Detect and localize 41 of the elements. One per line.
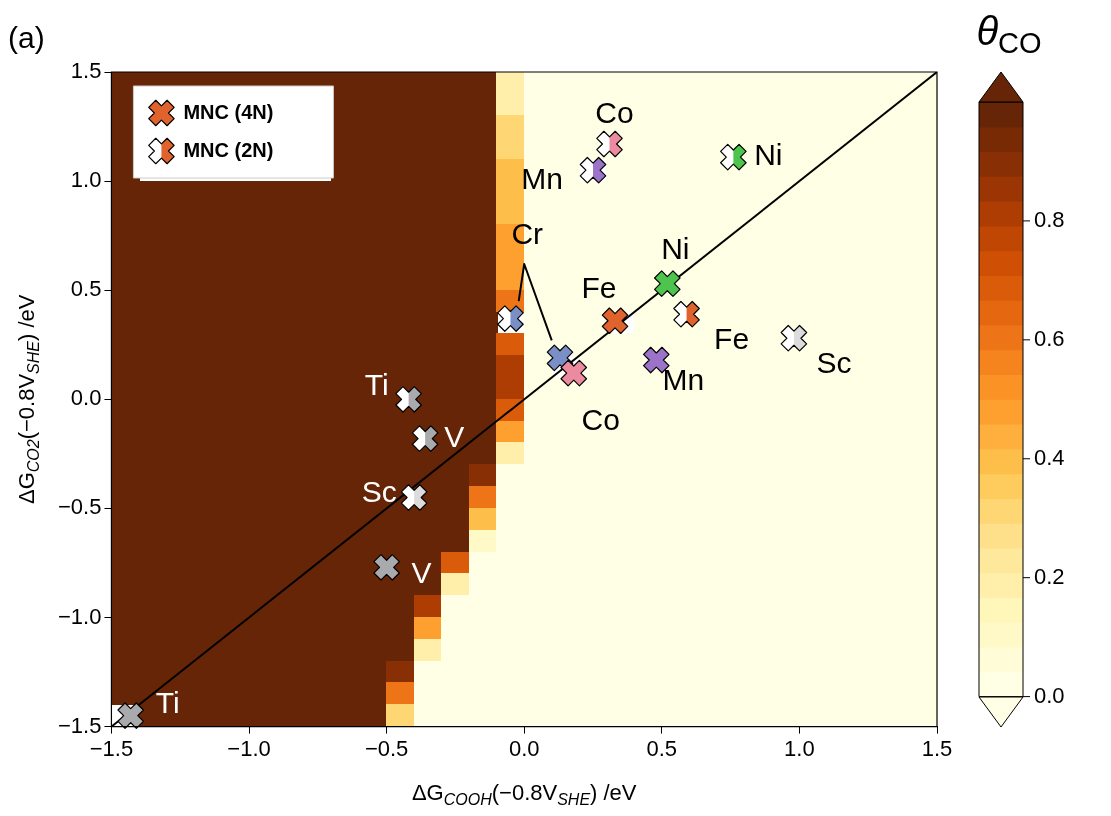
annotation: Mn	[662, 363, 705, 397]
color-bar-label: 0.4	[1034, 444, 1065, 470]
point	[601, 307, 629, 335]
annotation: Fe	[581, 271, 617, 305]
x-tick-label: 1.5	[921, 735, 953, 761]
color-bar-label: 0.8	[1034, 206, 1065, 232]
x-tick-label: −1.5	[89, 735, 134, 761]
annotation: Ni	[754, 138, 783, 172]
y-tick-label: −0.5	[57, 494, 102, 520]
annotation: Ti	[364, 367, 389, 401]
point	[560, 359, 588, 387]
point	[653, 270, 681, 297]
color-bar-label: 0.0	[1034, 682, 1065, 708]
annotation: Sc	[816, 346, 852, 380]
x-tick-label: 0.0	[508, 735, 540, 761]
x-tick-label: 1.0	[784, 735, 815, 761]
y-tick-label: 0.5	[70, 276, 102, 302]
y-tick-label: 0.0	[70, 385, 102, 411]
y-tick-label: 1.5	[70, 58, 102, 84]
annotation: Fe	[714, 322, 750, 356]
annotation: Co	[595, 96, 634, 130]
annotation: V	[444, 419, 465, 453]
y-tick-label: −1.0	[57, 603, 102, 629]
x-tick-label: −0.5	[364, 735, 409, 761]
y-tick-label: −1.5	[57, 712, 102, 738]
y-tick-label: 1.0	[70, 167, 102, 193]
annotation: Sc	[361, 474, 397, 508]
x-tick-label: 0.5	[646, 735, 678, 761]
chart-title: (a)	[8, 21, 45, 55]
annotation: Co	[581, 403, 620, 437]
annotation: V	[411, 555, 432, 589]
annotation: Ti	[155, 685, 180, 719]
legend-label: MNC (4N)	[183, 100, 274, 123]
x-tick-label: −1.0	[227, 735, 271, 761]
color-bar-label: 0.6	[1034, 325, 1065, 351]
point	[373, 553, 400, 581]
color-bar-label: 0.2	[1034, 563, 1065, 589]
annotation: Ni	[661, 231, 690, 265]
point	[117, 702, 145, 730]
legend-label: MNC (2N)	[183, 138, 274, 161]
y-axis-title: ΔGCO2(−0.8VSHE) /eV	[14, 294, 42, 505]
